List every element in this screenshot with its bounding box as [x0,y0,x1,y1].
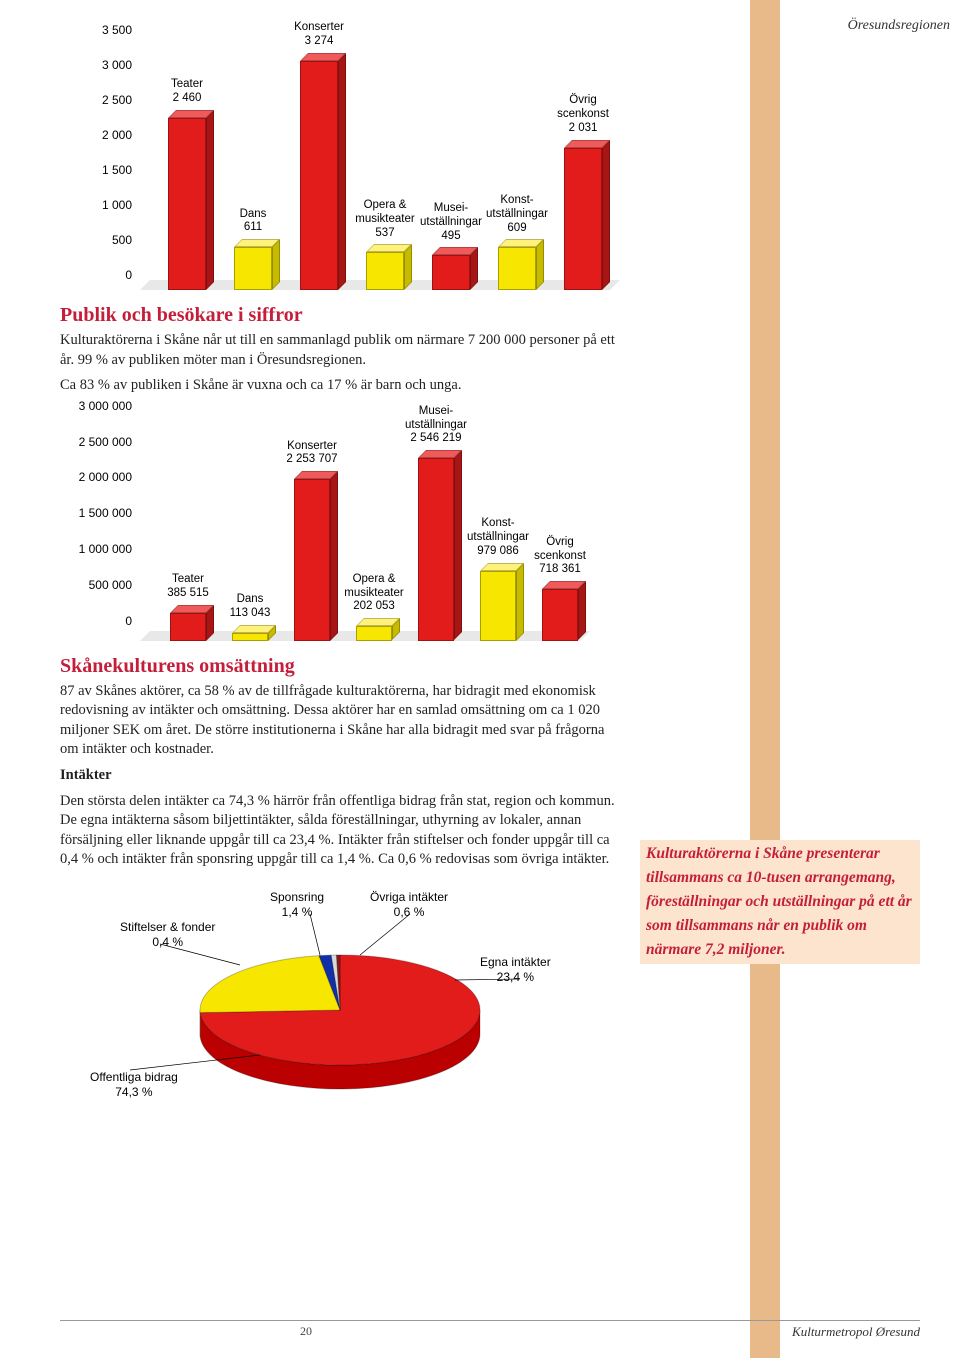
bar-6 [564,148,602,290]
y-tick-label: 2 500 [70,93,132,107]
callout-highlight: Kulturaktörerna i Skåne presen­terar til… [640,840,920,964]
bar-label: Opera &musikteater202 053 [334,573,414,614]
bar-2 [294,479,330,641]
bar-label: Dans113 043 [210,593,290,621]
y-tick-label: 1 500 000 [70,506,132,520]
chart-income-pie: Offentliga bidrag74,3 % Egna intäkter23,4… [60,880,620,1100]
bar-4 [432,255,470,290]
section2-p2: Den största delen intäkter ca 74,3 % här… [60,792,620,870]
y-tick-label: 3 000 [70,58,132,72]
section2-title: Skånekulturens omsättning [60,655,620,678]
bar-1 [232,633,268,641]
bar-label: Konst-utställningar609 [477,194,557,235]
bar-label: Övrigscenkonst718 361 [520,536,600,577]
pie-label: Stiftelser & fonder0,4 % [120,920,215,951]
y-tick-label: 500 [70,233,132,247]
bar-5 [498,247,536,290]
bar-1 [234,247,272,290]
y-tick-label: 3 500 [70,23,132,37]
bar-label: Teater2 460 [147,78,227,106]
pie-label: Sponsring1,4 % [270,890,324,921]
y-tick-label: 2 000 [70,128,132,142]
section1-p2: Ca 83 % av publiken i Skåne är vuxna och… [60,376,620,396]
bar-3 [366,252,404,290]
bar-2 [300,61,338,290]
bar-label: Konserter2 253 707 [272,440,352,468]
header-region-label: Öresundsregionen [848,18,950,34]
pie-label: Egna intäkter23,4 % [480,955,551,986]
bar-label: Övrigscenkonst2 031 [543,94,623,135]
bar-0 [170,613,206,641]
section2-subhead: Intäkter [60,766,620,786]
pie-svg [60,880,620,1100]
page-number: 20 [300,1324,312,1339]
bar-0 [168,118,206,290]
bar-label: Dans611 [213,208,293,236]
section2-p1: 87 av Skånes aktörer, ca 58 % av de till… [60,682,620,760]
bar-4 [418,458,454,640]
y-tick-label: 2 000 000 [70,470,132,484]
y-tick-label: 1 500 [70,163,132,177]
y-tick-label: 3 000 000 [70,399,132,413]
y-tick-label: 0 [70,268,132,282]
y-tick-label: 1 000 [70,198,132,212]
section1-title: Publik och besökare i siffror [60,304,620,327]
y-tick-label: 500 000 [70,578,132,592]
side-accent-band [750,0,780,1358]
bar-3 [356,626,392,640]
page-footer: 20 Kulturmetropol Øresund [0,1324,960,1344]
main-content-column: Teater2 460Dans611Konserter3 274Opera &m… [60,30,620,1100]
y-tick-label: 0 [70,614,132,628]
chart-events-count: Teater2 460Dans611Konserter3 274Opera &m… [70,30,620,290]
footer-rule [60,1320,920,1321]
publication-name: Kulturmetropol Øresund [792,1324,920,1340]
chart-audience-count: Teater385 515Dans113 043Konserter2 253 7… [70,406,620,641]
section1-p1: Kulturaktörerna i Skåne når ut till en s… [60,331,620,370]
bar-label: Musei-utställningar2 546 219 [396,405,476,446]
pie-label: Offentliga bidrag74,3 % [90,1070,178,1101]
bar-6 [542,589,578,640]
bar-5 [480,571,516,641]
y-tick-label: 2 500 000 [70,435,132,449]
pie-label: Övriga intäkter0,6 % [370,890,448,921]
bar-label: Konserter3 274 [279,21,359,49]
y-tick-label: 1 000 000 [70,542,132,556]
